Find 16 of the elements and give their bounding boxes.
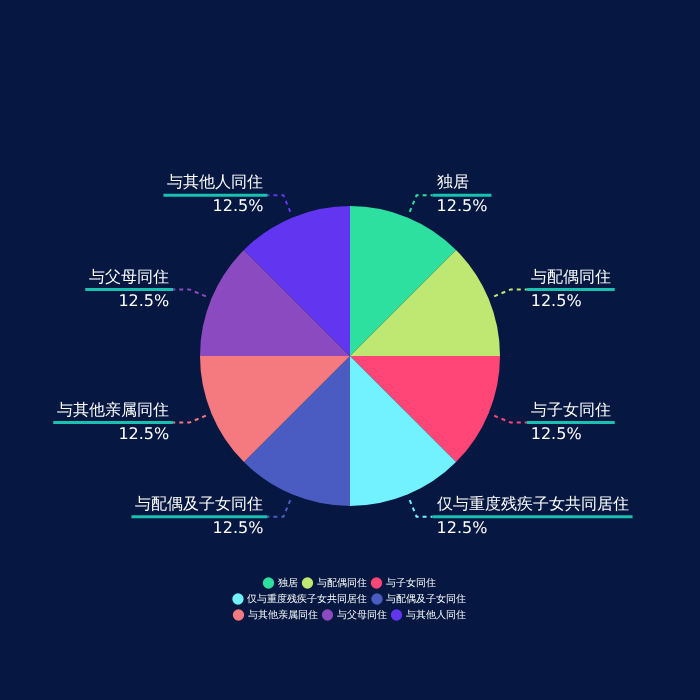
- slice-label: 与其他亲属同住: [57, 400, 170, 419]
- slice-label: 仅与重度残疾子女共同居住: [436, 494, 629, 513]
- slice-label: 与配偶及子女同住: [135, 494, 264, 513]
- data-label: 12.5%: [118, 291, 171, 310]
- data-label: 12.5%: [436, 197, 489, 216]
- slice-label: 与子女同住: [530, 400, 611, 419]
- slice-label: 与父母同住: [89, 267, 170, 286]
- slice-label: 与配偶同住: [530, 267, 611, 286]
- slice-label: 独居: [436, 173, 469, 192]
- data-label: 12.5%: [212, 518, 265, 537]
- data-label: 12.5%: [530, 424, 583, 443]
- data-label: 12.5%: [530, 291, 583, 310]
- data-label: 12.5%: [118, 424, 171, 443]
- data-label: 12.5%: [436, 518, 489, 537]
- data-label: 12.5%: [212, 197, 265, 216]
- slice-label: 与其他人同住: [167, 173, 264, 192]
